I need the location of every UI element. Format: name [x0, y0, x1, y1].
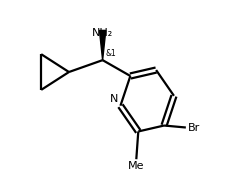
Text: NH₂: NH₂	[92, 28, 113, 38]
Polygon shape	[100, 30, 106, 60]
Text: N: N	[110, 94, 119, 104]
Text: Me: Me	[128, 161, 145, 171]
Text: &1: &1	[106, 49, 116, 58]
Text: Br: Br	[188, 122, 200, 133]
